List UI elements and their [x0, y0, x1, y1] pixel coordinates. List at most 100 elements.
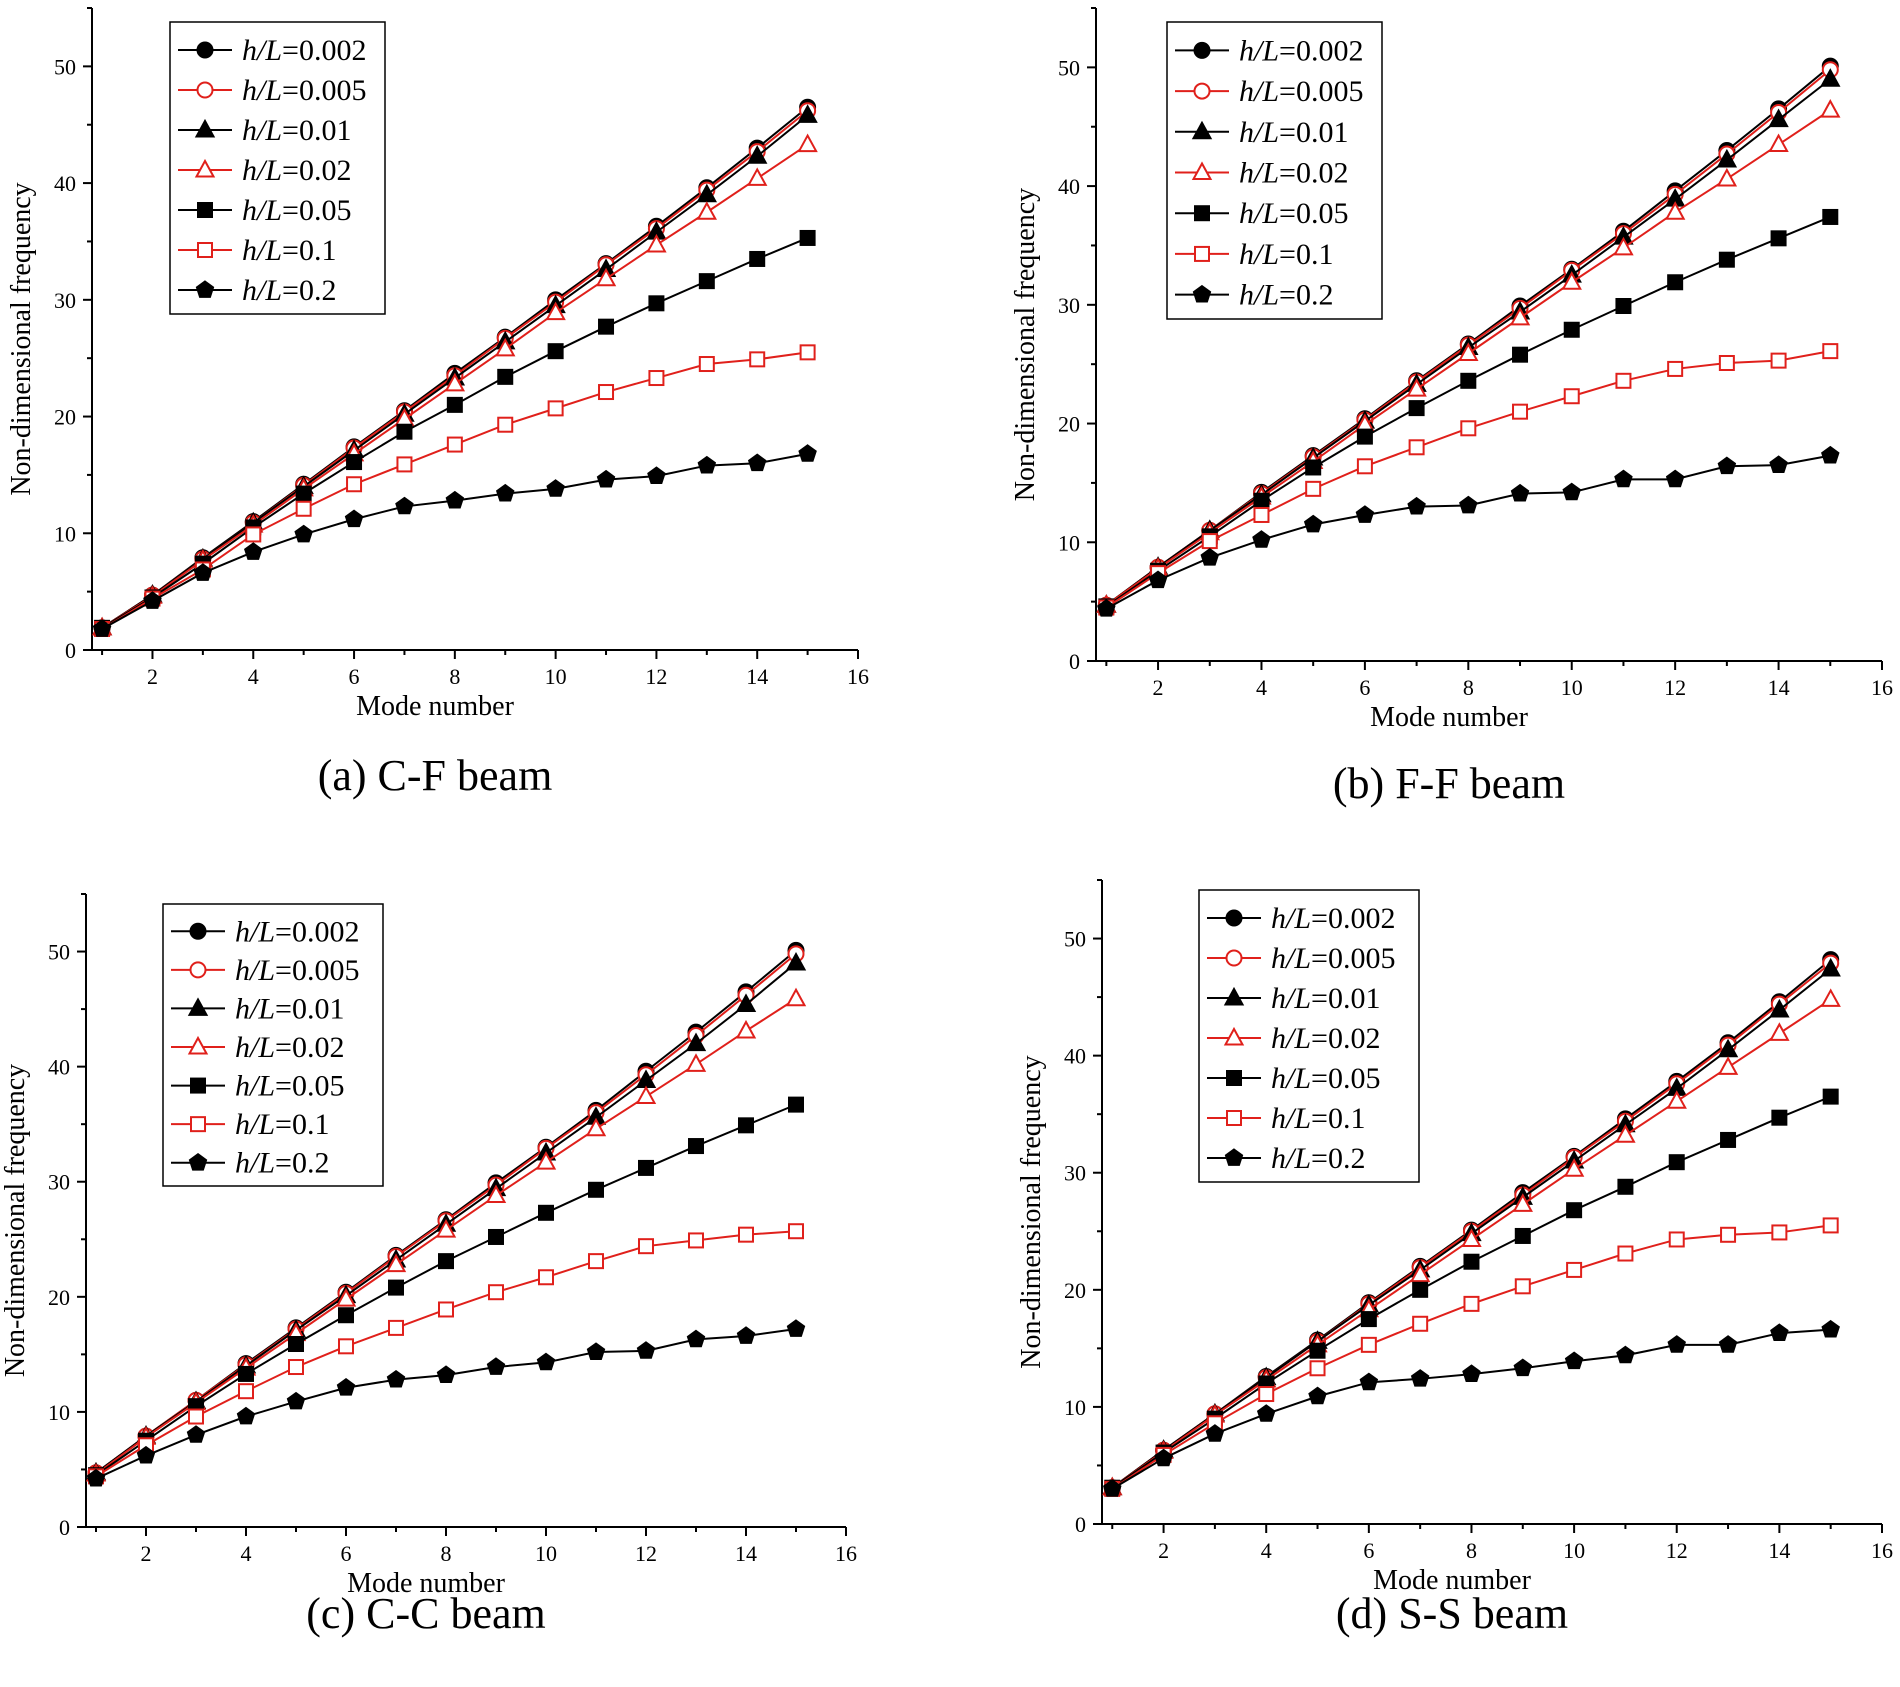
- data-point: [436, 1365, 456, 1383]
- data-point: [749, 351, 766, 368]
- data-point: [747, 145, 768, 164]
- y-tick-label: 0: [1075, 1512, 1086, 1537]
- legend-marker: [196, 81, 214, 99]
- data-point: [1822, 208, 1839, 225]
- legend-marker: [1191, 120, 1213, 140]
- data-point: [445, 490, 465, 509]
- data-point: [685, 1032, 707, 1052]
- data-point: [638, 1238, 654, 1255]
- data-point: [1667, 1335, 1686, 1353]
- data-point: [1201, 533, 1218, 550]
- x-tick-label: 12: [635, 1541, 657, 1566]
- legend-label: h/L=0.2: [1271, 1142, 1365, 1175]
- x-axis-title: Mode number: [356, 691, 515, 722]
- y-tick-label: 30: [48, 1170, 70, 1195]
- legend-marker: [1225, 949, 1243, 967]
- y-tick-label: 0: [65, 638, 76, 663]
- legend-label: h/L=0.002: [1271, 902, 1395, 935]
- data-point: [495, 337, 516, 357]
- data-point: [788, 1223, 804, 1240]
- data-point: [395, 496, 414, 515]
- y-tick-label: 40: [1064, 1044, 1086, 1069]
- legend-label: h/L=0.02: [235, 1031, 344, 1064]
- data-point: [735, 993, 757, 1012]
- data-point: [1563, 388, 1580, 405]
- legend-marker: [1193, 41, 1211, 59]
- data-point: [1718, 1335, 1738, 1353]
- legend-label: h/L=0.05: [1271, 1062, 1380, 1095]
- data-point: [546, 479, 565, 497]
- x-tick-label: 6: [349, 664, 360, 689]
- data-point: [648, 295, 665, 312]
- data-point: [786, 1319, 806, 1337]
- chart-panel-1: 0 10 20 30 40 50 2 4 6 8 10 12 14 16 Mode number Non-di…: [6, 7, 869, 800]
- y-axis-title: Non-dimensional frequency: [6, 182, 37, 495]
- data-point: [245, 526, 262, 543]
- data-point: [136, 1445, 156, 1464]
- x-tick-label: 4: [248, 664, 259, 689]
- data-point: [485, 1184, 507, 1204]
- data-point: [295, 500, 312, 517]
- data-point: [1514, 1278, 1531, 1295]
- data-point: [1412, 1281, 1429, 1298]
- data-point: [1355, 505, 1375, 523]
- y-axis-title: Non-dimensional frequency: [1016, 1055, 1047, 1368]
- data-point: [1154, 1448, 1173, 1467]
- data-point: [1148, 570, 1168, 589]
- data-point: [1822, 343, 1839, 360]
- data-point: [1566, 1202, 1583, 1219]
- legend-marker: [1191, 161, 1213, 180]
- legend-label: h/L=0.02: [242, 154, 351, 187]
- data-point: [1309, 1342, 1326, 1359]
- data-point: [1458, 342, 1479, 361]
- x-tick-label: 12: [1666, 1538, 1688, 1563]
- data-point: [86, 1468, 106, 1487]
- panel-caption: (c) C-C beam: [306, 1589, 545, 1638]
- data-point: [288, 1359, 304, 1376]
- data-point: [1305, 459, 1322, 476]
- data-point: [596, 469, 616, 488]
- y-tick-label: 50: [48, 940, 70, 965]
- data-point: [1769, 455, 1788, 473]
- series-line: [101, 452, 808, 630]
- x-axis-title: Mode number: [347, 1568, 506, 1599]
- data-point: [788, 1096, 804, 1113]
- legend-label: h/L=0.002: [242, 34, 366, 67]
- data-point: [1717, 456, 1737, 475]
- data-point: [1668, 1231, 1685, 1248]
- data-point: [1412, 1315, 1429, 1332]
- x-tick-label: 14: [746, 664, 768, 689]
- legend-marker: [197, 202, 213, 218]
- y-tick-label: 50: [1064, 927, 1086, 952]
- panel-caption: (a) C-F beam: [318, 751, 553, 800]
- y-tick-label: 20: [48, 1285, 70, 1310]
- data-point: [798, 444, 817, 462]
- legend: h/L=0.002 h/L=0.005 h/L=0.01 h/L=0.02 h/L=0.…: [162, 903, 384, 1187]
- legend-label: h/L=0.005: [1239, 75, 1363, 108]
- data-point: [286, 1391, 306, 1410]
- data-point: [1097, 599, 1116, 617]
- y-tick-label: 0: [59, 1515, 70, 1540]
- data-point: [1768, 108, 1789, 128]
- data-point: [638, 1159, 654, 1176]
- x-tick-label: 10: [545, 664, 567, 689]
- data-point: [545, 301, 566, 321]
- x-tick-label: 16: [1871, 675, 1893, 700]
- data-point: [588, 1253, 604, 1270]
- x-tick-label: 10: [1563, 1538, 1585, 1563]
- legend-label: h/L=0.01: [242, 114, 351, 147]
- series-5: [94, 229, 816, 636]
- legend-label: h/L=0.005: [242, 74, 366, 107]
- legend-label: h/L=0.01: [1271, 982, 1380, 1015]
- data-point: [697, 455, 717, 474]
- chart-panel-2: 0 10 20 30 40 50 2 4 6 8 10 12 14 16 Mode number Non-di…: [1010, 7, 1893, 808]
- data-point: [696, 201, 718, 220]
- data-point: [785, 987, 807, 1007]
- data-point: [444, 372, 466, 392]
- data-point: [1566, 1261, 1583, 1278]
- data-point: [749, 250, 766, 267]
- data-point: [1407, 496, 1426, 515]
- data-point: [698, 356, 715, 373]
- data-point: [238, 1383, 254, 1400]
- legend-label: h/L=0.1: [242, 234, 336, 267]
